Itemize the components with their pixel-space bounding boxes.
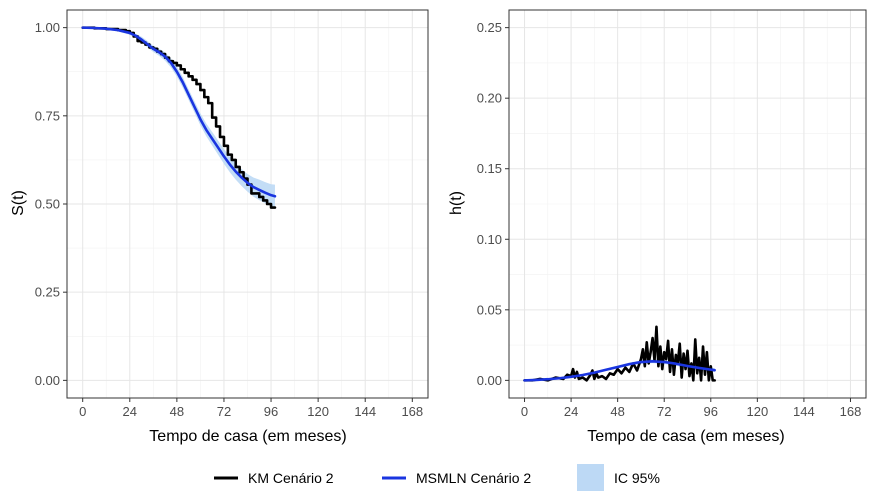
left-y-tick-label: 0.75 [35,108,60,123]
right-x-tick-label: 72 [657,404,671,419]
legend: KM Cenário 2 MSMLN Cenário 2 IC 95% [214,464,660,491]
left-msmln-line [81,26,277,198]
right-grid [509,10,866,398]
right-y-tick-label: 0.15 [477,161,502,176]
left-x-tick-label: 96 [264,404,278,419]
left-x-tick-label: 144 [354,404,376,419]
right-x-tick-label: 168 [840,404,862,419]
right-y-tick-label: 0.00 [477,373,502,388]
right-panel-border [508,9,867,399]
legend-label-msmln: MSMLN Cenário 2 [416,470,531,486]
legend-label-km: KM Cenário 2 [248,470,334,486]
right-y-axis-title: h(t) [448,191,465,215]
left-x-axis-title: Tempo de casa (em meses) [149,428,346,445]
right-x-axis-title: Tempo de casa (em meses) [587,428,784,445]
panel-left: 0 24 48 72 96 120 144 168 0.00 0.25 0.50 0.75 1.00 [35,9,429,419]
right-km-line [523,325,716,382]
right-y-tick-label: 0.25 [477,20,502,35]
left-x-tick-label: 0 [79,404,86,419]
left-x-tick-label: 72 [217,404,231,419]
left-y-axis-title: S(t) [10,190,27,216]
legend-label-ic95: IC 95% [614,470,660,486]
right-y-tick-label: 0.05 [477,302,502,317]
right-y-tick-label: 0.10 [477,232,502,247]
right-x-tick-label: 24 [564,404,578,419]
left-ic95-band [82,27,275,208]
right-x-tick-label: 120 [746,404,768,419]
right-x-tick-label: 96 [704,404,718,419]
right-msmln-line [523,360,716,382]
right-y-tick-label: 0.20 [477,91,502,106]
left-y-tick-label: 0.50 [35,197,60,212]
left-x-tick-label: 120 [307,404,329,419]
left-km-line [81,26,277,209]
right-x-tick-label: 0 [521,404,528,419]
right-x-tick-label: 48 [610,404,624,419]
left-y-tick-label: 0.25 [35,285,60,300]
left-x-tick-label: 24 [123,404,137,419]
panel-right: 0 24 48 72 96 120 144 168 0.00 0.05 0.10 0.15 0.20 0.… [477,9,867,419]
left-x-tick-label: 168 [401,404,423,419]
left-y-tick-label: 1.00 [35,20,60,35]
right-x-tick-label: 144 [793,404,815,419]
left-x-tick-label: 48 [170,404,184,419]
legend-key-ic95 [577,464,604,491]
left-y-tick-label: 0.00 [35,373,60,388]
left-grid [67,10,428,398]
